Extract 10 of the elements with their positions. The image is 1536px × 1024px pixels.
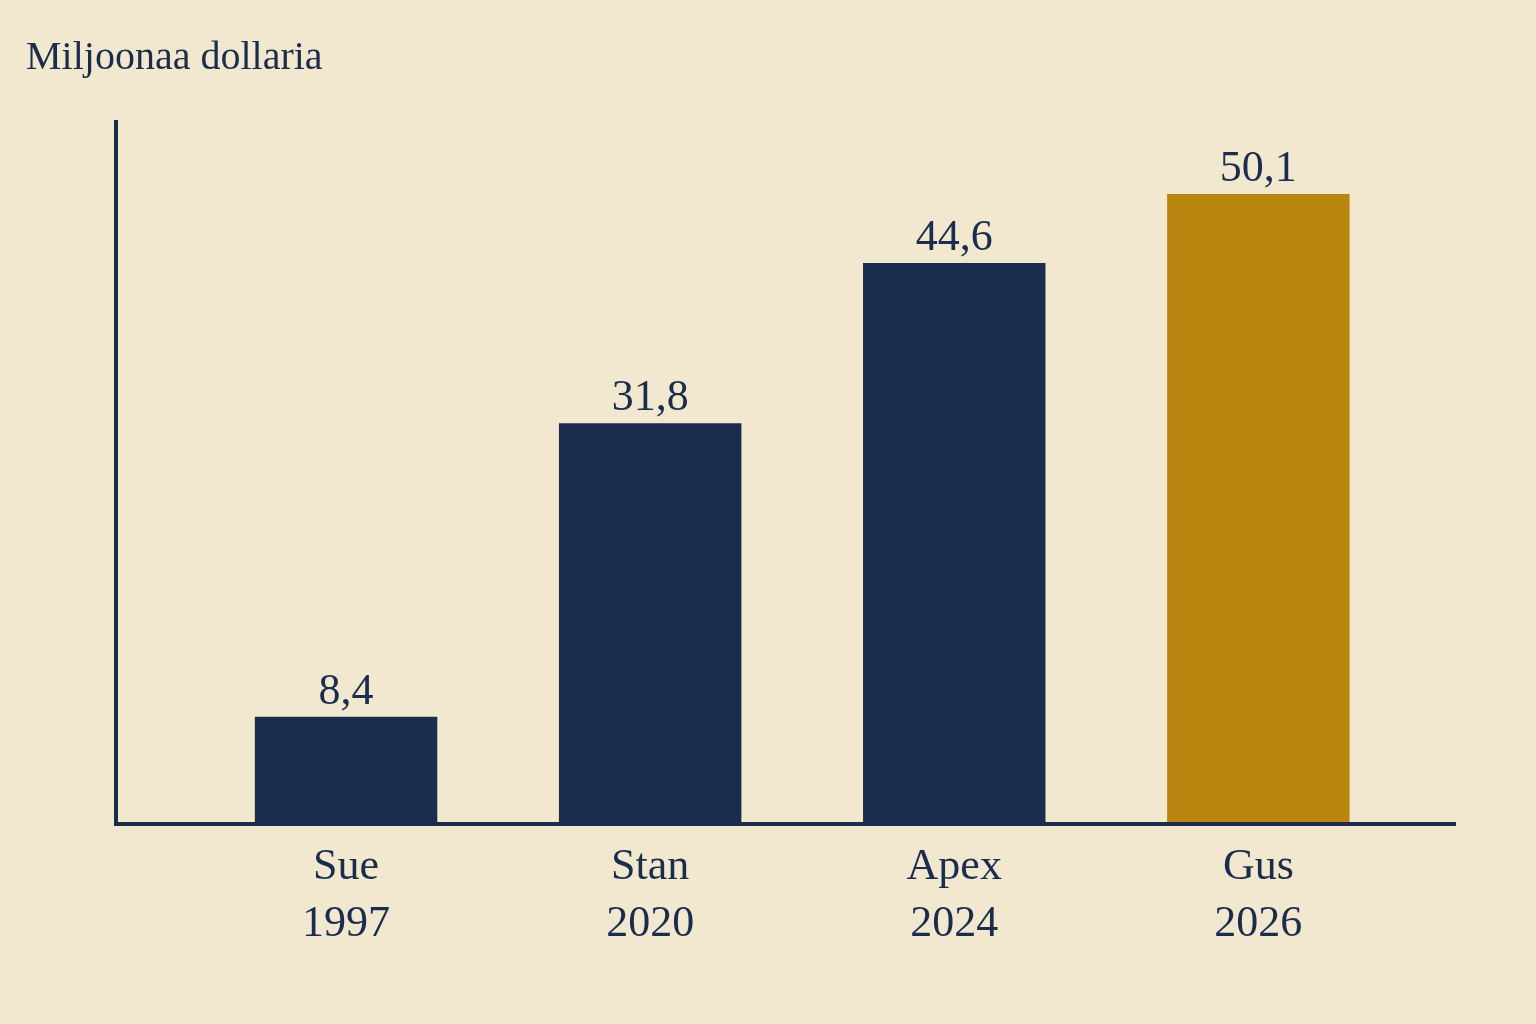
x-tick-label: Apex 2024 [906,839,1002,946]
x-tick-label: Gus 2026 [1214,839,1303,946]
bar [1167,193,1350,822]
data-label: 50,1 [1219,141,1297,191]
x-tick-label: Sue 1997 [302,839,391,946]
data-label: 31,8 [611,371,689,421]
y-axis-title: Miljoonaa dollaria [26,33,323,78]
data-label: 44,6 [915,210,993,260]
data-label: 8,4 [318,664,374,714]
x-tick-label: Stan 2020 [606,839,695,946]
